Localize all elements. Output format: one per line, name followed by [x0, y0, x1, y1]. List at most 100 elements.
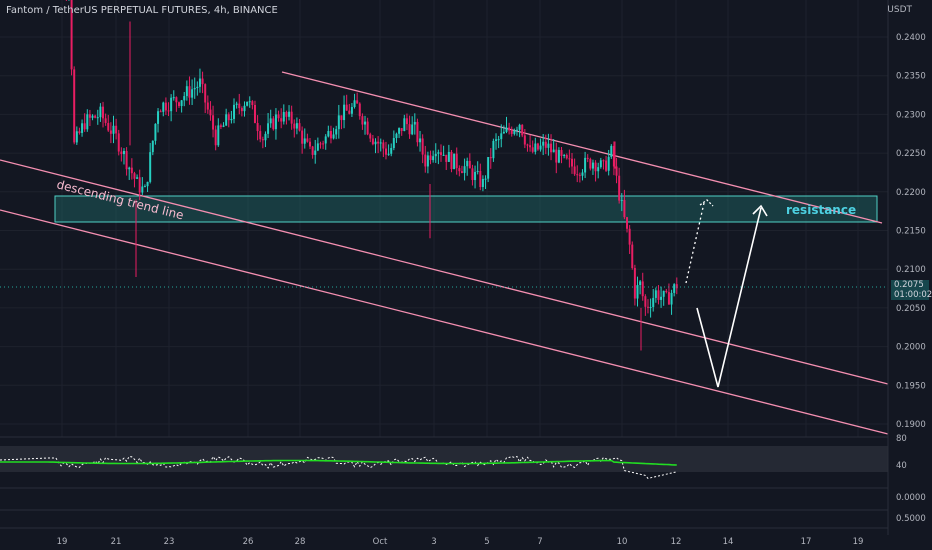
candle-body: [531, 147, 534, 152]
candle-body: [295, 123, 298, 129]
candle-body: [662, 290, 665, 297]
time-tick-label: 7: [537, 537, 542, 547]
candle-body: [479, 170, 482, 188]
candle-body: [149, 152, 152, 182]
candle-body: [136, 177, 139, 179]
candle-body: [170, 97, 173, 112]
candle-body: [555, 149, 558, 163]
candle-body: [154, 123, 157, 141]
candle-body: [122, 150, 125, 155]
candle-body: [198, 78, 201, 87]
price-tick-label: 0.2300: [896, 110, 926, 120]
candle-body: [261, 139, 264, 141]
candle-body: [542, 141, 545, 146]
candle-body: [99, 106, 102, 118]
candle-body: [426, 155, 429, 167]
candle-body: [518, 124, 521, 130]
candle-body: [327, 131, 330, 137]
lower-pane-tick-label: 0.5000: [896, 514, 926, 524]
candle-body: [508, 127, 511, 131]
candle-body: [180, 100, 183, 107]
candle-body: [471, 168, 474, 181]
time-tick-label: 19: [57, 537, 68, 547]
candle-body: [227, 114, 230, 121]
grid-lines: [0, 0, 888, 437]
chart-title: Fantom / TetherUS PERPETUAL FUTURES, 4h,…: [6, 5, 278, 16]
candle-body: [565, 154, 568, 159]
candle-body: [432, 156, 435, 161]
price-axis[interactable]: 0.2400 0.2350 0.2300 0.2250 0.2200 0.2150 0.21…: [896, 33, 926, 430]
channel-lower-line: [0, 209, 889, 435]
solid-arrow-head: [752, 204, 768, 217]
dotted-projection-arrow: [685, 202, 705, 284]
candle-body: [214, 129, 217, 146]
candle-body: [191, 89, 194, 98]
candle-body: [497, 139, 500, 141]
candle-body: [487, 157, 490, 179]
candle-body: [206, 102, 209, 110]
price-tick-label: 0.2150: [896, 227, 926, 237]
current-price-tag: 0.2075 01:00:02: [891, 280, 932, 300]
time-tick-label: 23: [164, 537, 175, 547]
price-tick-label: 0.2250: [896, 149, 926, 159]
candle-body: [238, 103, 241, 109]
candle-body: [529, 145, 532, 148]
candle-body: [73, 69, 76, 143]
candles: [65, 0, 678, 351]
candle-body: [369, 134, 372, 139]
candle-body: [75, 131, 78, 143]
channel-middle-line: [0, 159, 889, 385]
time-axis[interactable]: 19 21 23 26 28 Oct 3 5 7 10 12 14 17 19: [57, 537, 864, 547]
candle-body: [377, 141, 380, 144]
candle-body: [225, 114, 228, 126]
candle-body: [468, 160, 471, 169]
candle-body: [395, 133, 398, 139]
candle-body: [253, 105, 256, 123]
candle-body: [298, 123, 301, 131]
candle-body: [652, 297, 655, 307]
candle-body: [589, 158, 592, 169]
candle-body: [599, 160, 602, 168]
candle-body: [167, 110, 170, 112]
candle-body: [332, 134, 335, 139]
candle-body: [453, 153, 456, 170]
candle-body: [421, 138, 424, 155]
candle-body: [636, 284, 639, 299]
candle-body: [125, 150, 128, 170]
candle-body: [183, 96, 186, 101]
candle-body: [605, 160, 608, 171]
candle-body: [193, 88, 196, 90]
candle-body: [256, 122, 259, 132]
candle-body: [633, 268, 636, 299]
candle-body: [578, 174, 581, 176]
candle-body: [146, 181, 149, 187]
candle-body: [188, 86, 191, 98]
candle-body: [348, 110, 351, 114]
candle-body: [513, 130, 516, 134]
candle-body: [204, 84, 207, 103]
candle-body: [366, 121, 369, 135]
candle-body: [335, 129, 338, 135]
candle-body: [639, 281, 642, 285]
candle-body: [495, 139, 498, 141]
time-tick-label: 12: [671, 537, 682, 547]
candle-body: [552, 149, 555, 153]
candle-body: [610, 145, 613, 157]
candle-body: [612, 145, 615, 167]
candle-body: [94, 115, 97, 118]
candle-body: [408, 124, 411, 135]
price-tick-label: 0.1950: [896, 381, 926, 391]
candle-body: [419, 138, 422, 143]
candle-body: [463, 166, 466, 173]
candle-body: [240, 108, 243, 112]
candle-body: [86, 114, 89, 130]
candle-body: [484, 178, 487, 180]
candle-body: [280, 118, 283, 122]
currency-label: USDT: [887, 5, 912, 15]
candle-body: [222, 125, 225, 127]
candle-body: [353, 100, 356, 108]
candle-body: [141, 186, 144, 193]
time-tick-label: 17: [801, 537, 812, 547]
candle-body: [602, 160, 605, 162]
